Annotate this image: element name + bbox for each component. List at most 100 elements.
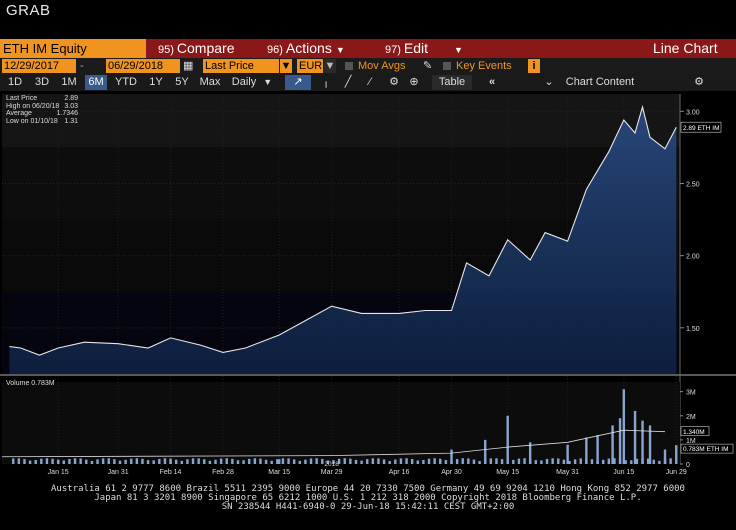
- table-button[interactable]: Table: [432, 75, 472, 90]
- volume-bar-87: [500, 459, 504, 464]
- volume-bar-33: [197, 458, 200, 464]
- volume-bar-56: [326, 460, 330, 464]
- period-button-1y[interactable]: 1Y: [149, 76, 163, 88]
- price-tick-label-3: 3.00: [686, 109, 700, 116]
- calendar-icon[interactable]: ▦: [183, 60, 194, 72]
- footer-line-2: Japan 81 3 3201 8900 Singapore 65 6212 1…: [94, 493, 642, 503]
- volume-bar-13: [85, 459, 88, 464]
- volume-bar-4: [34, 459, 37, 464]
- chevron-down-icon: ▼: [335, 45, 345, 55]
- legend-low-value: 1.31: [64, 117, 78, 125]
- zoom-icon[interactable]: ⊕: [409, 76, 419, 88]
- key-events-checkbox[interactable]: [443, 62, 451, 70]
- volume-bar-106: [607, 458, 611, 464]
- field-select[interactable]: Last Price: [203, 59, 279, 73]
- volume-bar-68: [394, 459, 397, 464]
- legend-last-price-value: 2.89: [64, 95, 78, 102]
- gear-icon[interactable]: ⚙: [694, 76, 704, 88]
- period-button-5y[interactable]: 5Y: [175, 76, 189, 88]
- footer-line-3: SN 238544 H441-6940-0 29-Jun-18 15:42:11…: [221, 502, 515, 512]
- volume-bar-130: [622, 389, 626, 464]
- edit-dropdown-icon[interactable]: ▼: [454, 45, 463, 55]
- edit-number: 97): [385, 44, 401, 56]
- volume-bar-91: [523, 458, 526, 464]
- volume-legend: Volume 0.783M: [6, 380, 55, 387]
- volume-bar-19: [118, 460, 122, 464]
- volume-bar-122: [484, 439, 487, 464]
- period-button-1m[interactable]: 1M: [61, 76, 77, 88]
- legend-high-label: High on 06/20/18: [6, 102, 60, 110]
- ticker-input[interactable]: ETH IM Equity: [0, 39, 146, 58]
- start-date-field[interactable]: 12/29/2017: [2, 59, 76, 73]
- volume-bar-132: [641, 420, 644, 464]
- chart-content-button[interactable]: Chart Content: [565, 76, 635, 88]
- period-button-6m[interactable]: 6M: [85, 75, 107, 90]
- volume-bar-103: [590, 459, 594, 464]
- volume-bar-85: [489, 458, 493, 464]
- volume-bar-32: [191, 458, 195, 464]
- volume-bar-15: [96, 459, 99, 464]
- volume-bar-14: [90, 460, 94, 464]
- settings-small-icon[interactable]: ⚙: [389, 76, 399, 88]
- info-icon[interactable]: i: [528, 59, 540, 73]
- price-volume-chart[interactable]: 1.50 2.00 2.50 3.00 2.89 ETH IM 0 1M 2M 3M 1.340M…: [0, 92, 736, 482]
- volume-bar-58: [337, 458, 341, 464]
- volume-bar-114: [652, 459, 655, 464]
- x-tick-label-6: Apr 16: [389, 469, 410, 476]
- volume-bar-49: [287, 458, 290, 464]
- currency-dropdown-icon[interactable]: ▼: [324, 59, 336, 73]
- period-button-3d[interactable]: 3D: [34, 76, 50, 88]
- compare-button[interactable]: 95) Compare: [158, 39, 235, 58]
- bar-chart-icon[interactable]: ╷: [322, 76, 330, 88]
- date-separator: -: [80, 60, 84, 72]
- volume-bar-119: [169, 460, 172, 464]
- frequency-label: Daily: [231, 76, 257, 88]
- volume-bar-128: [611, 425, 614, 464]
- volume-bar-111: [635, 458, 639, 464]
- actions-button[interactable]: 96) Actions ▼: [267, 39, 345, 58]
- volume-bar-98: [562, 459, 566, 464]
- chart-content-dropdown-icon[interactable]: ⌄: [544, 76, 554, 88]
- volume-bar-47: [276, 459, 279, 464]
- annotate-icon[interactable]: ⁄: [369, 76, 371, 88]
- frequency-select[interactable]: Daily ▼: [228, 75, 276, 90]
- price-legend: Last Price 2.89 High on 06/20/18 3.03 Aver…: [6, 95, 78, 125]
- volume-bar-43: [253, 458, 257, 464]
- period-button-ytd[interactable]: YTD: [115, 76, 137, 88]
- volume-bar-82: [472, 459, 476, 464]
- volume-bar-96: [551, 458, 554, 464]
- collapse-icon[interactable]: «: [488, 76, 496, 88]
- volume-bar-5: [40, 458, 43, 464]
- volume-bar-0: [12, 458, 15, 464]
- end-date-field[interactable]: 06/29/2018: [106, 59, 180, 73]
- currency-select[interactable]: EUR: [297, 59, 323, 73]
- draw-line-icon[interactable]: ╱: [344, 76, 352, 88]
- volume-bar-39: [231, 458, 234, 464]
- pencil-icon[interactable]: ✎: [423, 60, 433, 72]
- mov-avgs-checkbox[interactable]: [345, 62, 353, 70]
- volume-bar-120: [277, 459, 281, 464]
- actions-number: 96): [267, 44, 283, 56]
- volume-bar-21: [130, 458, 133, 464]
- legend-last-price-label: Last Price: [6, 95, 38, 102]
- period-button-1d[interactable]: 1D: [7, 76, 23, 88]
- footer-line-1: Australia 61 2 9777 8600 Brazil 5511 239…: [51, 484, 685, 494]
- volume-bar-35: [208, 460, 212, 464]
- volume-bar-90: [517, 458, 521, 464]
- x-tick-label-0: Jan 15: [48, 469, 69, 476]
- line-chart-icon[interactable]: ↗: [285, 75, 311, 90]
- field-dropdown-icon[interactable]: ▼: [280, 59, 292, 73]
- x-year-label: 2018: [324, 461, 339, 468]
- footer: Australia 61 2 9777 8600 Brazil 5511 239…: [0, 485, 736, 512]
- x-tick-label-10: Jun 15: [613, 469, 634, 476]
- volume-bar-70: [405, 458, 408, 464]
- compare-label: Compare: [176, 40, 235, 56]
- chart-type-label[interactable]: Line Chart: [653, 40, 718, 56]
- period-button-max[interactable]: Max: [199, 76, 221, 88]
- volume-bar-134: [663, 449, 667, 464]
- edit-button[interactable]: 97) Edit: [385, 39, 428, 58]
- volume-bar-86: [495, 458, 498, 464]
- volume-average-line: [1, 429, 666, 458]
- volume-tick-label-0: 0: [686, 462, 690, 469]
- volume-last-box: [680, 443, 734, 454]
